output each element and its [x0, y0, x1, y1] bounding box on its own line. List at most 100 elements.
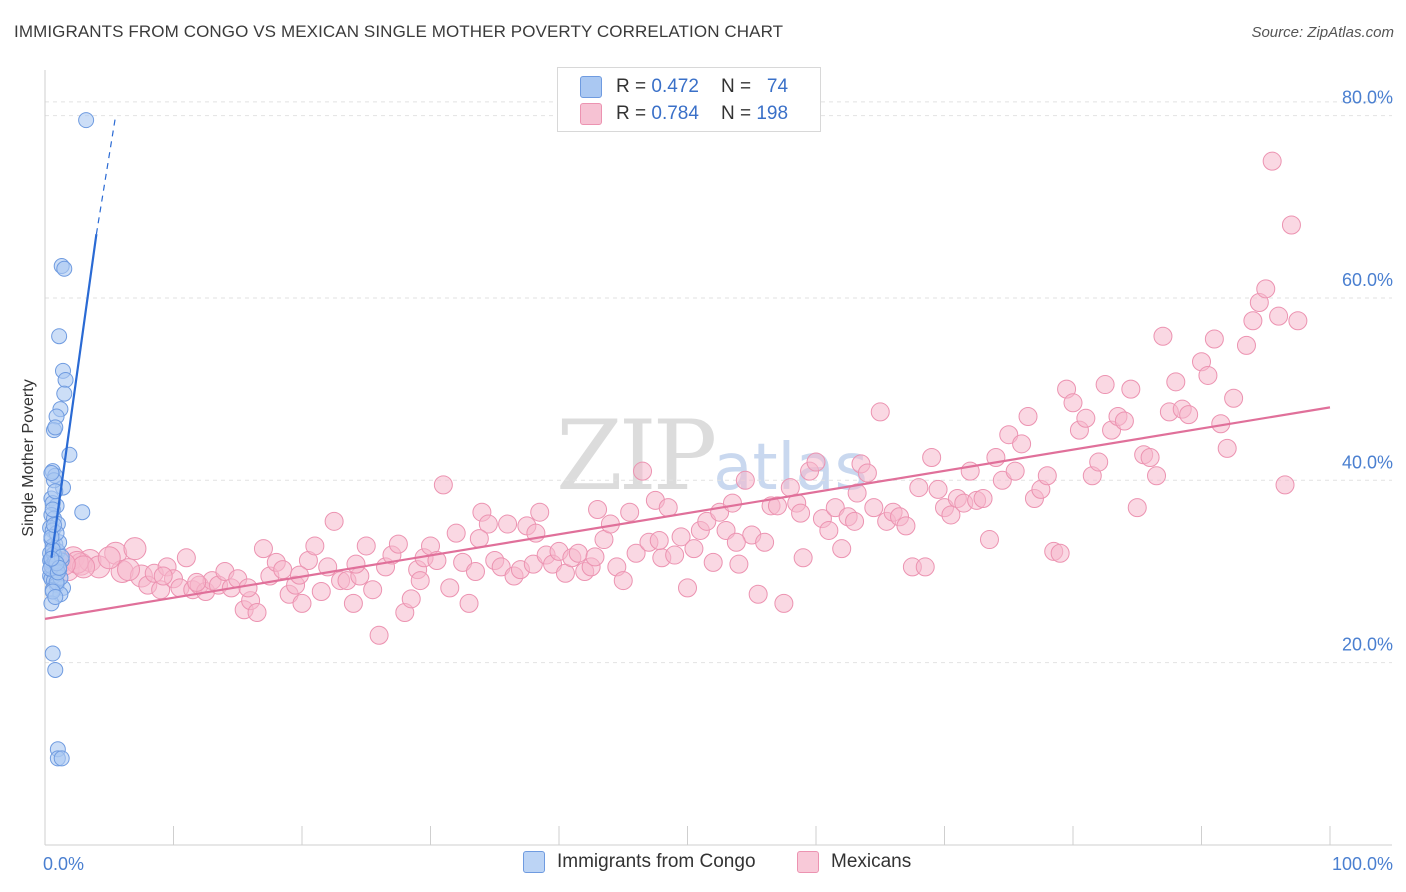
axes [44, 70, 1392, 846]
mexicans-point [678, 578, 697, 598]
mexicans-point [633, 461, 653, 481]
mexicans-point [1198, 365, 1218, 385]
mexicans-point [613, 571, 633, 591]
congo-point [47, 419, 64, 436]
mexicans-point [992, 470, 1012, 490]
mexicans-point [1012, 434, 1032, 454]
mexicans-point [498, 514, 518, 534]
mexicans-point [523, 554, 543, 574]
mexicans-point [446, 523, 466, 543]
congo-point [57, 372, 74, 388]
mexicans-point [928, 479, 948, 499]
mexicans-point [857, 463, 877, 483]
congo-point [47, 589, 64, 605]
mexicans-point [620, 502, 640, 522]
mexicans-point [401, 589, 421, 609]
mexicans-point [1217, 438, 1237, 458]
mexicans-point [72, 555, 96, 579]
mexicans-point [697, 511, 717, 531]
mexicans-point [1236, 335, 1256, 355]
mexicans-point [671, 527, 691, 547]
series-legend-congo-label: Immigrants from Congo [557, 851, 756, 872]
mexicans-point [909, 478, 929, 498]
mexicans-point [247, 603, 267, 622]
mexicans-point [896, 516, 916, 536]
mexicans-point [459, 593, 479, 613]
mexicans-point [117, 558, 141, 582]
congo-point [56, 260, 73, 277]
mexicans-point [491, 557, 511, 577]
mexicans-point [568, 543, 588, 563]
mexicans-point [1089, 452, 1109, 472]
congo-point [45, 516, 62, 533]
mexicans-point [1256, 279, 1276, 299]
mexicans-point [847, 483, 867, 503]
mexicans-point [845, 511, 865, 531]
mexicans-point [1204, 329, 1224, 349]
congo-trend-line [50, 233, 98, 558]
mexicans-point [123, 537, 147, 561]
mexicans-point [767, 496, 787, 516]
mexicans-point [1121, 379, 1141, 399]
y-tick-label: 40.0% [1342, 452, 1393, 472]
congo-point [44, 645, 61, 662]
mexicans-point [1288, 311, 1308, 331]
x-tick-label-min: 0.0% [43, 854, 84, 874]
mexicans-point [433, 475, 453, 495]
mexicans-point [585, 547, 605, 567]
trend-lines [44, 115, 1331, 620]
mexicans-r-label: R = [616, 103, 647, 124]
mexicans-point [649, 530, 669, 550]
series-legend-mexicans-swatch [797, 851, 819, 873]
mexicans-point [748, 584, 768, 604]
mexicans-point [311, 582, 331, 602]
mexicans-point [774, 593, 794, 613]
congo-point [78, 112, 95, 129]
mexicans-point [922, 448, 942, 467]
mexicans-point [1179, 405, 1199, 425]
mexicans-point [176, 548, 196, 568]
mexicans-point [469, 529, 489, 549]
chart-title: IMMIGRANTS FROM CONGO VS MEXICAN SINGLE … [14, 22, 784, 41]
mexicans-point [440, 578, 460, 598]
mexicans-point [825, 498, 845, 518]
mexicans-point [187, 572, 207, 592]
congo-r-label: R = [616, 76, 647, 97]
mexicans-point [453, 552, 473, 572]
mexicans-point [363, 580, 383, 600]
mexicans-point [1147, 466, 1167, 486]
mexicans-point [864, 498, 884, 518]
congo-point [53, 750, 70, 767]
correlation-legend: R = 0.472 N = 74 R = 0.784 N = 198 [557, 67, 821, 132]
mexicans-point [722, 493, 742, 513]
mexicans-point [1275, 475, 1295, 495]
source-label: Source: ZipAtlas.com [1251, 24, 1394, 41]
y-tick-label: 80.0% [1342, 88, 1393, 108]
mexicans-point [973, 489, 993, 509]
congo-r-value: 0.472 [651, 76, 699, 97]
series-legend-congo: Immigrants from Congo [523, 851, 756, 873]
mexicans-n-label: N = [720, 103, 752, 124]
mexicans-point [305, 536, 325, 556]
mexicans-points [43, 151, 1308, 645]
mexicans-point [684, 539, 704, 559]
series-legend: Immigrants from Congo Mexicans [0, 851, 1406, 879]
congo-point [74, 504, 91, 521]
congo-swatch [580, 76, 602, 98]
mexicans-point [273, 560, 293, 580]
mexicans-point [465, 561, 485, 581]
mexicans-point [1243, 311, 1263, 331]
series-legend-mexicans-label: Mexicans [831, 851, 912, 872]
mexicans-point [665, 545, 685, 565]
mexicans-point [941, 505, 961, 525]
series-legend-congo-swatch [523, 851, 545, 873]
mexicans-point [1153, 326, 1173, 346]
mexicans-point [1018, 406, 1038, 426]
mexicans-r-value: 0.784 [651, 103, 699, 124]
mexicans-point [1005, 461, 1025, 481]
mexicans-trend-line [44, 406, 1331, 620]
congo-n-value: 74 [766, 76, 789, 97]
mexicans-point [1114, 411, 1134, 431]
mexicans-point [238, 578, 258, 598]
mexicans-point [870, 402, 890, 422]
